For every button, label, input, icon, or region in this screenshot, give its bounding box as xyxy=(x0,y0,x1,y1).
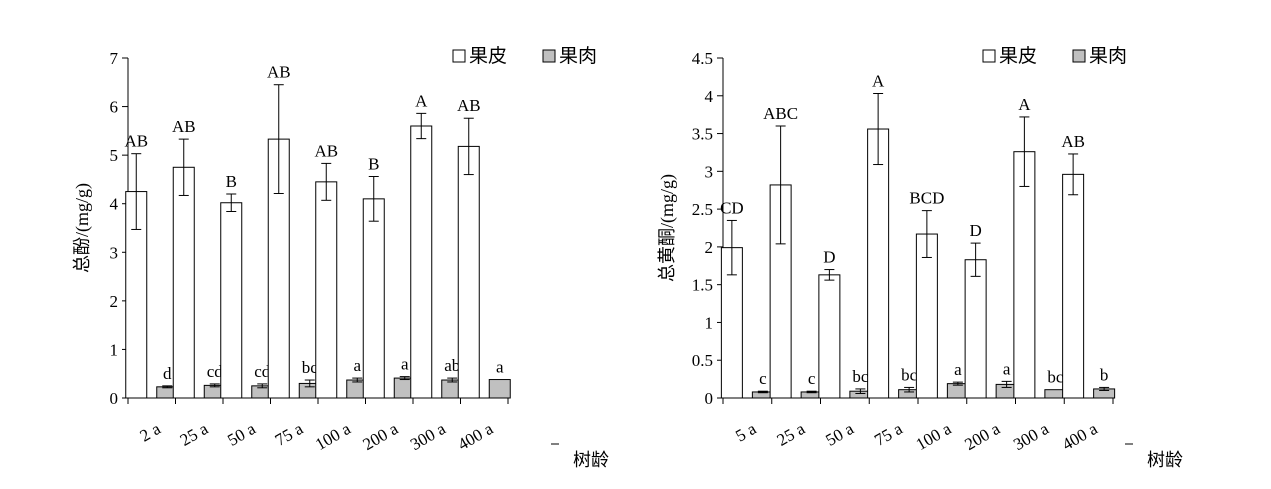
x-tick-label: 25 a xyxy=(774,419,809,450)
significance-label: D xyxy=(823,248,835,267)
significance-label: a xyxy=(353,356,361,375)
y-tick-label: 4 xyxy=(110,195,119,214)
x-tick-label: 75 a xyxy=(871,419,906,450)
significance-label: cd xyxy=(254,362,271,381)
bar-peel xyxy=(867,128,890,399)
y-tick-label: 1 xyxy=(110,340,119,359)
y-tick-label: 2.5 xyxy=(692,200,713,219)
chart-panel-2: 0 0.5 1 1.5 2 2.5 3 3.5 4 4.5 CD c 5 a ABC c 25 a Dbc 50 … xyxy=(657,45,1183,470)
bar-peel xyxy=(915,233,938,399)
significance-label: AB xyxy=(1061,132,1085,151)
significance-label: B xyxy=(226,172,237,191)
x-tick-label: 400 a xyxy=(1059,419,1101,454)
significance-label: bc xyxy=(1047,368,1064,387)
x-tick-label: 100 a xyxy=(913,419,955,454)
significance-label: AB xyxy=(124,132,148,151)
significance-label: a xyxy=(1003,359,1011,378)
y-tick-label: 3 xyxy=(705,162,714,181)
y-tick-label: 7 xyxy=(110,49,119,68)
x-tick-label: 2 a xyxy=(137,419,164,446)
y-tick-label: 4.5 xyxy=(692,49,713,68)
y-tick-label: 1 xyxy=(705,313,714,332)
y-tick-label: 6 xyxy=(110,98,119,117)
y-tick-label: 4 xyxy=(705,87,714,106)
significance-label: c xyxy=(808,369,816,388)
significance-label: A xyxy=(1018,95,1031,114)
significance-label: A xyxy=(872,72,885,91)
y-axis-title: 总黄酮/(mg/g) xyxy=(657,174,678,282)
significance-label: a xyxy=(401,355,409,374)
bar-peel xyxy=(315,181,338,399)
significance-label: bc xyxy=(852,367,869,386)
x-tick-label: 5 a xyxy=(732,419,759,446)
legend-label: 果皮 xyxy=(469,45,507,67)
bar-peel xyxy=(362,198,385,399)
significance-label: b xyxy=(1100,365,1109,384)
y-tick-label: 0.5 xyxy=(692,351,713,370)
significance-label: c xyxy=(759,369,767,388)
x-tick-label: 50 a xyxy=(822,419,857,450)
x-tick-label: 100 a xyxy=(312,419,354,454)
bar-peel xyxy=(818,274,841,399)
bar-peel xyxy=(457,145,480,399)
legend-label: 果皮 xyxy=(999,45,1037,67)
x-tick-label: 200 a xyxy=(961,419,1003,454)
x-tick-label: 300 a xyxy=(1010,419,1052,454)
legend-label: 果肉 xyxy=(559,45,597,67)
y-tick-label: 1.5 xyxy=(692,276,713,295)
legend-swatch xyxy=(542,49,556,63)
y-axis-title: 总酚/(mg/g) xyxy=(72,183,93,273)
x-tick-label: 25 a xyxy=(177,419,212,450)
y-tick-label: 2 xyxy=(705,238,714,257)
y-tick-label: 0 xyxy=(110,389,119,408)
significance-label: D xyxy=(969,221,981,240)
x-tick-label: 200 a xyxy=(359,419,401,454)
x-tick-label: 50 a xyxy=(224,419,259,450)
significance-label: ab xyxy=(444,356,460,375)
legend-swatch xyxy=(1072,49,1086,63)
significance-label: B xyxy=(368,155,379,174)
x-tick-label: 300 a xyxy=(407,419,449,454)
bar-peel xyxy=(964,259,987,399)
significance-label: a xyxy=(496,358,504,377)
bar-flesh xyxy=(488,379,511,399)
significance-label: A xyxy=(415,91,428,110)
significance-label: a xyxy=(954,360,962,379)
bar-peel xyxy=(410,125,433,399)
significance-label: AB xyxy=(457,96,481,115)
y-tick-label: 0 xyxy=(705,389,714,408)
y-tick-label: 3 xyxy=(110,243,119,262)
significance-label: bc xyxy=(901,365,918,384)
y-tick-label: 5 xyxy=(110,146,119,165)
legend-swatch xyxy=(452,49,466,63)
legend-label: 果肉 xyxy=(1089,45,1127,67)
x-axis-title: 树龄 xyxy=(1147,450,1183,470)
legend-swatch xyxy=(982,49,996,63)
y-tick-label: 2 xyxy=(110,292,119,311)
bar-peel xyxy=(1062,173,1085,399)
bar-peel xyxy=(1013,151,1036,399)
significance-label: BCD xyxy=(909,189,944,208)
bar-peel xyxy=(172,166,195,399)
significance-label: AB xyxy=(267,63,291,82)
significance-label: ABC xyxy=(763,104,798,123)
bar-peel xyxy=(220,202,243,399)
significance-label: d xyxy=(163,364,172,383)
x-tick-label: 400 a xyxy=(454,419,496,454)
significance-label: bc xyxy=(302,358,319,377)
y-tick-label: 3.5 xyxy=(692,125,713,144)
x-tick-label: 75 a xyxy=(272,419,307,450)
x-axis-title: 树龄 xyxy=(573,450,609,470)
significance-label: cd xyxy=(207,362,224,381)
significance-label: AB xyxy=(172,117,196,136)
significance-label: CD xyxy=(720,198,744,217)
significance-label: AB xyxy=(314,141,338,160)
